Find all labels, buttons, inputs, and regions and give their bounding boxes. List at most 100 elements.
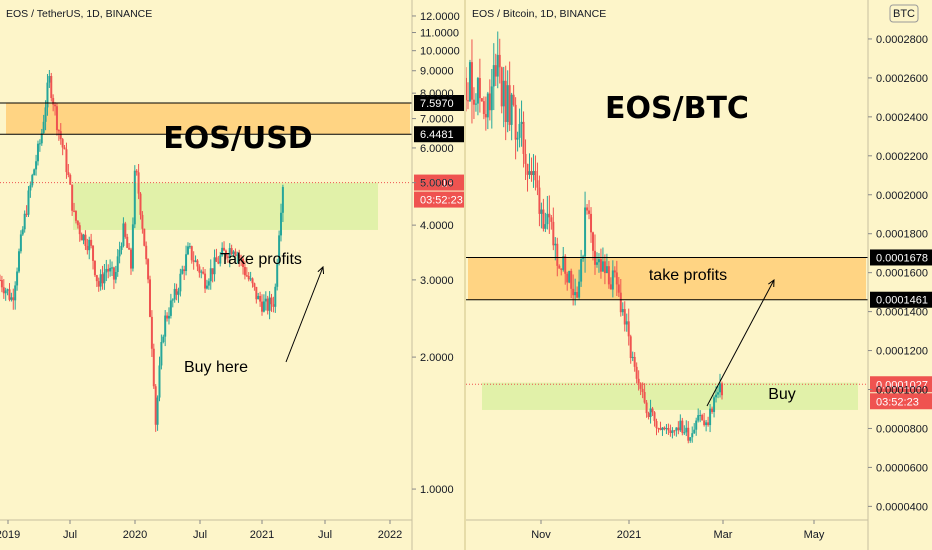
candle-body (679, 420, 682, 431)
candle-body (33, 169, 36, 176)
candle-body (590, 213, 593, 233)
candle-body (65, 149, 68, 173)
candle-body (506, 85, 509, 123)
candle-body (169, 300, 172, 316)
candle-body (202, 271, 205, 274)
y-tick-label: 10.0000 (420, 46, 460, 58)
candle-body (160, 342, 163, 366)
x-tick-label: 2021 (617, 529, 641, 541)
candle-body (518, 123, 521, 138)
candle-body (272, 304, 275, 307)
candle-body (721, 383, 723, 396)
candle-body (183, 269, 186, 272)
y-tick-label: 8.0000 (420, 88, 454, 100)
candle-body (588, 210, 591, 214)
candle-body (73, 210, 76, 212)
y-tick-label: 0.0002200 (876, 151, 928, 163)
candle-body (111, 267, 114, 269)
candle-body (97, 281, 100, 287)
candle-body (221, 247, 224, 256)
candle-body (245, 275, 248, 277)
last-price-text: 5.0019 (420, 178, 454, 190)
candle-body (562, 256, 565, 270)
zone-1 (73, 182, 378, 230)
candle-body (713, 397, 716, 412)
x-tick-label: 2022 (378, 529, 402, 541)
candle-body (623, 309, 626, 325)
candle-body (603, 261, 606, 274)
level-badge-0 (414, 95, 464, 112)
candle-body (2, 287, 5, 294)
candle-body (4, 290, 7, 294)
candle-body (512, 94, 515, 105)
countdown-text: 03:52:23 (876, 396, 919, 408)
candle-body (224, 250, 227, 257)
eos-usd-chart-pane[interactable]: 7.5970 6.4481 5.0019 03:52:23 1.0000 2.0000 3.… (0, 0, 464, 550)
candle-body (530, 171, 533, 176)
eos-btc-chart[interactable]: 0.00016780.00014610.000102703:52:230.000… (466, 0, 932, 550)
candle-body (707, 422, 710, 426)
x-tick-label: Nov (531, 529, 551, 541)
candle-body (109, 267, 112, 272)
pane-divider[interactable] (464, 0, 466, 550)
candle-body (234, 251, 237, 256)
candle-body (643, 392, 646, 403)
level-badge-text-0: 0.0001678 (876, 252, 928, 264)
y-tick-label: 0.0002000 (876, 190, 928, 202)
eos-btc-chart-pane[interactable]: 0.0001678 0.0001461 0.0001027 03:52:23 0.000… (466, 0, 932, 550)
candle-body (544, 224, 547, 229)
y-tick-label: 4.0000 (420, 220, 454, 232)
candle-body (524, 153, 527, 164)
candle-body (556, 243, 559, 266)
candle-body (126, 236, 129, 248)
candle-body (167, 315, 170, 319)
candle-body (693, 429, 696, 434)
y-tick-label: 9.0000 (420, 66, 454, 78)
candle-body (130, 249, 133, 269)
candle-body (196, 260, 199, 267)
candle-body (154, 386, 157, 425)
candle-body (230, 248, 233, 255)
candle-body (74, 210, 77, 221)
candle-body (601, 261, 604, 272)
y-tick-label: 0.0000800 (876, 423, 928, 435)
candle-body (63, 147, 66, 150)
candle-body (21, 229, 24, 235)
x-tick-label: 2019 (0, 529, 20, 541)
candle-body (496, 54, 499, 77)
candle-body (147, 259, 150, 280)
last-price-text: 0.0001027 (876, 379, 928, 391)
candle-body (257, 295, 260, 300)
candle-body (595, 262, 598, 265)
candle-body (185, 254, 188, 272)
candle-body (204, 273, 207, 289)
x-tick-label: 2020 (123, 529, 147, 541)
candle-body (703, 420, 706, 426)
candle-body (681, 420, 684, 433)
y-tick-label: 0.0000400 (876, 501, 928, 513)
y-tick-label: 5.0000 (420, 178, 454, 190)
candle-body (645, 402, 648, 414)
candle-body (554, 243, 557, 246)
candle-body (564, 256, 567, 274)
candle-body (10, 297, 13, 300)
candle-body (536, 180, 539, 188)
zone-label-1: Buy here (184, 359, 248, 376)
candle-body (647, 413, 650, 418)
candle-body (14, 285, 17, 301)
y-tick-label: 0.0002600 (876, 73, 928, 85)
candle-body (42, 121, 45, 134)
eos-usd-chart[interactable]: 7.5970 6.4481 5.0019 03:52:23 1.0000 2.0000 3.… (0, 0, 464, 550)
candle-body (124, 223, 127, 237)
x-tick-label: Jul (193, 529, 207, 541)
zone-0 (6, 103, 410, 135)
candle-body (67, 172, 70, 176)
candle-body (484, 114, 487, 118)
candle-body (46, 82, 49, 108)
candle-body (128, 247, 131, 250)
candle-body (538, 187, 541, 214)
y-tick-label: 3.0000 (420, 275, 454, 287)
candle-body (611, 270, 614, 290)
y-tick-label: 7.0000 (420, 114, 454, 126)
candle-body (655, 421, 658, 429)
